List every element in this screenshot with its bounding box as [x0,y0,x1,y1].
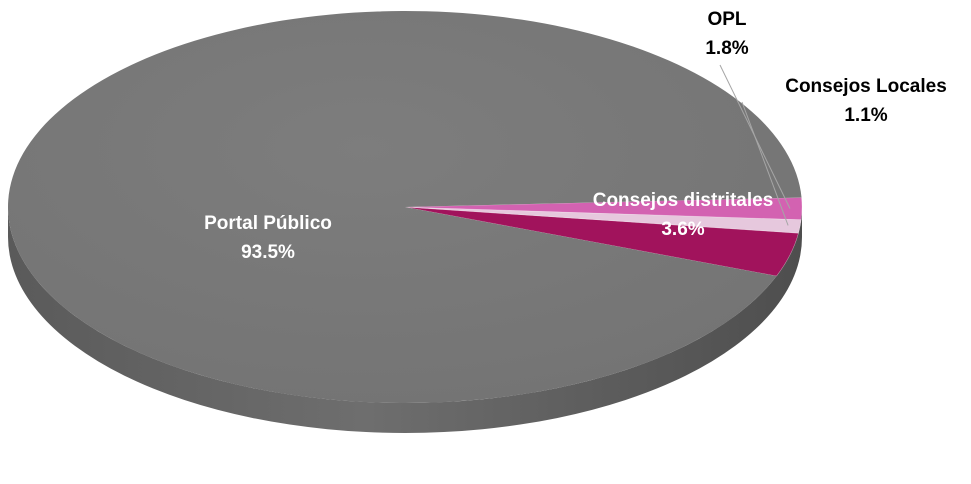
leader-lines [719,64,791,226]
slice-consejos-locales [404,206,802,234]
slice-value-consejos-locales: 1.1% [844,105,887,126]
slice-labels: Portal Público 93.5% Consejos distritale… [204,9,947,263]
slice-value-opl: 1.8% [705,38,748,59]
slice-consejos-distritales [404,206,799,277]
slice-portal-publico [7,10,802,403]
slice-value-consejos-distritales: 3.6% [661,219,704,240]
slice-name-consejos-distritales: Consejos distritales [593,190,774,211]
slice-opl [404,197,803,220]
slice-name-consejos-locales: Consejos Locales [785,76,947,97]
leader-line-consejos-locales [741,101,789,226]
slice-name-opl: OPL [707,9,746,30]
slice-value-portal-publico: 93.5% [241,242,295,263]
slice-name-portal-publico: Portal Público [204,213,332,234]
pie-top-face [7,10,803,403]
